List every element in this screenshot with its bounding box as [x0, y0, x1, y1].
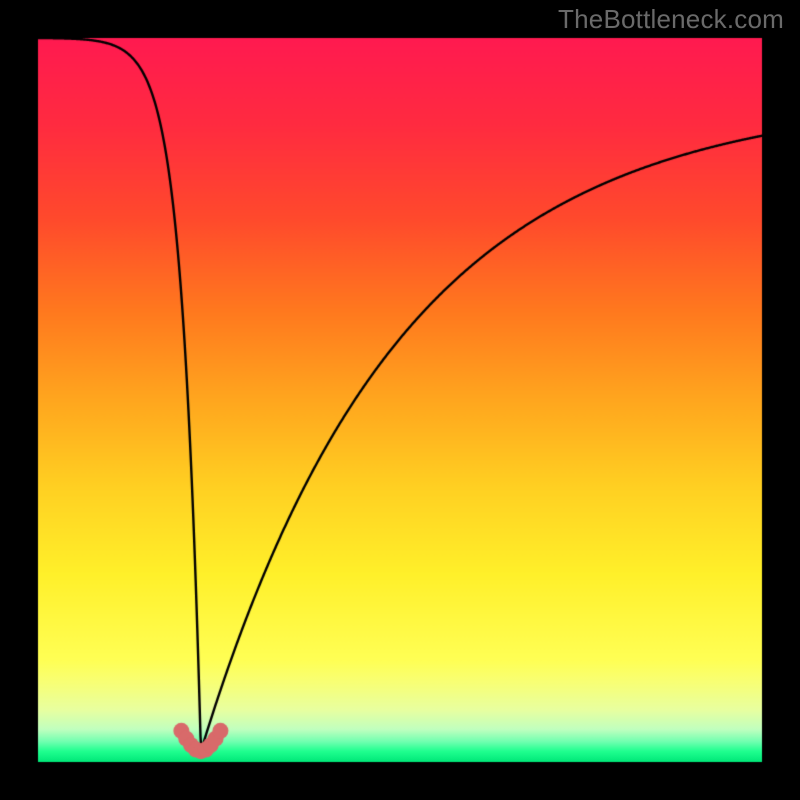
bottleneck-chart: [0, 0, 800, 800]
watermark-text: TheBottleneck.com: [558, 4, 784, 35]
chart-stage: TheBottleneck.com: [0, 0, 800, 800]
